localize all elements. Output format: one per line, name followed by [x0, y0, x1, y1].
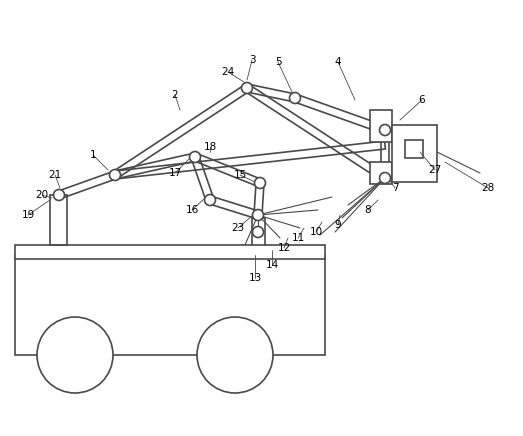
Text: 10: 10 [310, 227, 323, 237]
Circle shape [380, 125, 391, 136]
Text: 28: 28 [481, 183, 495, 193]
Text: 18: 18 [203, 142, 217, 152]
Circle shape [37, 317, 113, 393]
Text: 2: 2 [172, 90, 178, 100]
Circle shape [380, 173, 391, 184]
Bar [15, 245, 325, 259]
Circle shape [290, 92, 301, 103]
Circle shape [253, 226, 264, 238]
Text: 17: 17 [168, 168, 181, 178]
Text: 21: 21 [48, 170, 62, 180]
Circle shape [253, 210, 264, 221]
Circle shape [109, 170, 120, 181]
Text: 20: 20 [36, 190, 49, 200]
Bar [370, 162, 392, 184]
Bar [370, 110, 392, 142]
Circle shape [255, 177, 266, 188]
Text: 7: 7 [392, 183, 399, 193]
Text: 5: 5 [275, 57, 281, 67]
Circle shape [53, 190, 64, 201]
Text: 19: 19 [21, 210, 35, 220]
Circle shape [204, 194, 215, 205]
Text: 14: 14 [265, 260, 279, 270]
Circle shape [189, 151, 200, 163]
Text: 16: 16 [185, 205, 199, 215]
Text: 8: 8 [365, 205, 371, 215]
Text: 23: 23 [231, 223, 245, 233]
Text: 3: 3 [249, 55, 255, 65]
Text: 9: 9 [335, 220, 342, 230]
Text: 13: 13 [248, 273, 262, 283]
Text: 15: 15 [233, 170, 247, 180]
Bar [392, 125, 437, 182]
Bar [405, 140, 423, 158]
Circle shape [197, 317, 273, 393]
Text: 24: 24 [221, 67, 235, 77]
Text: 6: 6 [419, 95, 425, 105]
Circle shape [242, 82, 253, 93]
Text: 4: 4 [335, 57, 342, 67]
Text: 12: 12 [277, 243, 291, 253]
Text: 1: 1 [89, 150, 96, 160]
Text: 27: 27 [428, 165, 441, 175]
Text: 11: 11 [291, 233, 304, 243]
Bar [15, 255, 325, 355]
